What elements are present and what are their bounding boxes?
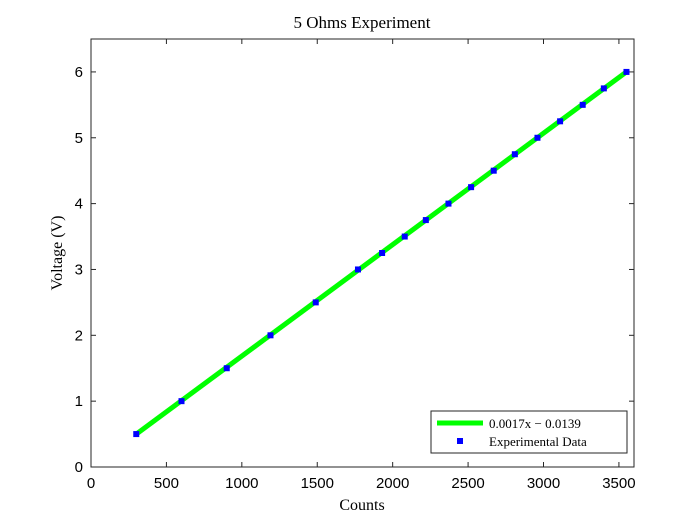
legend-marker-swatch [457,438,463,444]
x-tick-label: 3500 [602,475,635,492]
x-tick-label: 1500 [301,475,334,492]
data-point [468,184,475,191]
plot-area [90,38,635,468]
x-tick-label: 3000 [527,475,560,492]
data-point [600,85,607,92]
data-point [445,200,452,207]
series-layer [133,68,630,438]
y-tick-label: 0 [75,459,83,476]
data-point [354,266,361,273]
x-tick-label: 2500 [451,475,484,492]
data-point [312,299,319,306]
data-point [422,217,429,224]
data-point [401,233,408,240]
data-point [223,365,230,372]
legend-label: 0.0017x − 0.0139 [489,416,581,431]
axis-ticks: 0 500 1000 1500 2000 2500 3000 3500 0 1 2 3 4 5 6 [75,39,636,492]
y-axis-title: Voltage (V) [49,216,66,291]
legend: 0.0017x − 0.0139 Experimental Data [430,410,628,454]
chart-title: 5 Ohms Experiment [294,13,431,32]
data-point [490,167,497,174]
data-point [133,431,140,438]
data-point [178,398,185,405]
legend-box [430,410,628,454]
x-tick-label: 0 [87,475,95,492]
data-point [379,250,386,256]
data-point [557,118,564,125]
data-point [579,101,586,108]
legend-label: Experimental Data [489,434,587,449]
x-tick-label: 500 [154,475,179,492]
x-axis-title: Counts [339,497,384,514]
x-tick-label: 2000 [376,475,409,492]
data-point [511,151,518,158]
y-tick-label: 4 [75,196,83,213]
y-tick-label: 6 [75,64,83,81]
data-point [623,68,630,75]
y-tick-label: 1 [75,393,83,410]
x-tick-label: 1000 [225,475,258,492]
y-tick-label: 3 [75,261,83,278]
y-tick-label: 2 [75,327,83,344]
y-tick-label: 5 [75,130,83,147]
data-point [267,332,274,339]
data-point [534,134,541,141]
